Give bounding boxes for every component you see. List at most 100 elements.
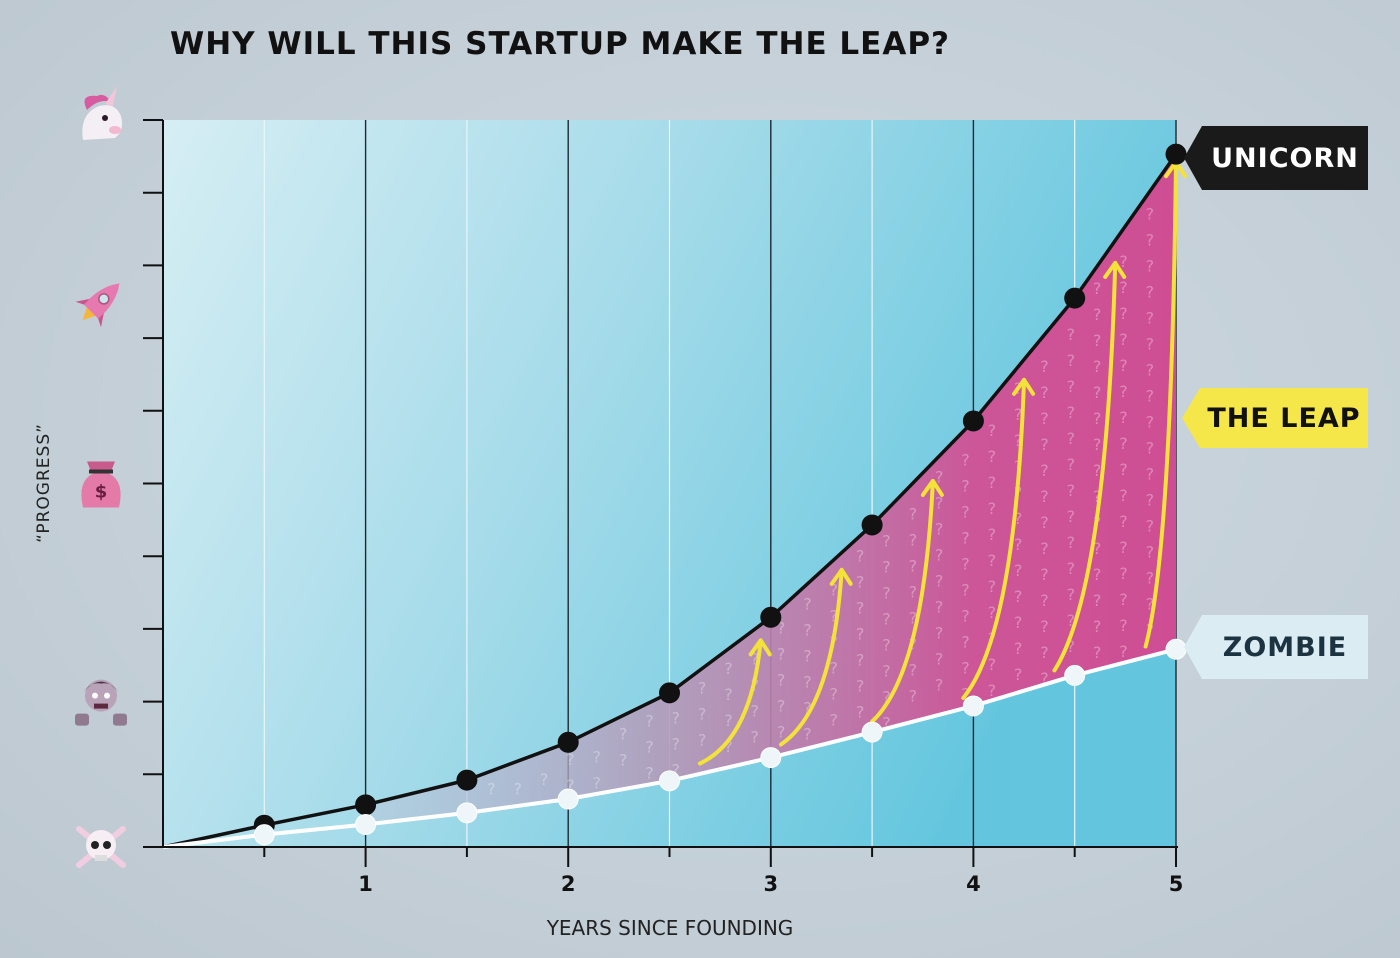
question-mark: ? bbox=[1119, 408, 1128, 427]
question-mark: ? bbox=[856, 599, 865, 618]
question-mark: ? bbox=[988, 447, 997, 466]
question-mark: ? bbox=[909, 687, 918, 706]
question-mark: ? bbox=[566, 750, 575, 769]
the-leap-label: THE LEAP bbox=[1182, 388, 1368, 448]
zombie-icon bbox=[75, 679, 127, 726]
question-mark: ? bbox=[777, 671, 786, 690]
question-mark: ? bbox=[909, 531, 918, 550]
question-mark: ? bbox=[1119, 538, 1128, 557]
question-mark: ? bbox=[909, 661, 918, 680]
question-mark: ? bbox=[1146, 360, 1155, 379]
data-point-unicorn bbox=[962, 410, 984, 432]
question-mark: ? bbox=[1119, 460, 1128, 479]
skull-teeth bbox=[95, 855, 107, 861]
zombie-hair bbox=[84, 681, 118, 692]
zombie-hand bbox=[113, 713, 127, 726]
x-axis-label: YEARS SINCE FOUNDING bbox=[546, 916, 794, 940]
question-mark: ? bbox=[1040, 539, 1049, 558]
question-mark: ? bbox=[777, 697, 786, 716]
question-mark: ? bbox=[882, 558, 891, 577]
question-mark: ? bbox=[1067, 403, 1076, 422]
leap-arrow bbox=[961, 377, 1027, 700]
question-mark: ? bbox=[1093, 565, 1102, 584]
question-mark: ? bbox=[803, 621, 812, 640]
question-mark: ? bbox=[1014, 587, 1023, 606]
question-mark: ? bbox=[724, 659, 733, 678]
question-mark: ? bbox=[830, 581, 839, 600]
question-mark: ? bbox=[961, 606, 970, 625]
question-mark: ? bbox=[566, 776, 575, 795]
question-mark: ? bbox=[1067, 351, 1076, 370]
question-mark: ? bbox=[1014, 561, 1023, 580]
data-point-unicorn bbox=[355, 794, 377, 816]
data-point-zombie bbox=[962, 695, 984, 717]
unicorn-head bbox=[82, 105, 123, 140]
chart-title: WHY WILL THIS STARTUP MAKE THE LEAP? bbox=[170, 26, 951, 62]
question-mark: ? bbox=[1119, 434, 1128, 453]
question-mark: ? bbox=[1040, 565, 1049, 584]
question-mark: ? bbox=[1093, 461, 1102, 480]
question-mark: ? bbox=[1067, 455, 1076, 474]
question-mark: ? bbox=[909, 505, 918, 524]
money-bag-body bbox=[81, 473, 121, 508]
question-mark: ? bbox=[1040, 513, 1049, 532]
question-mark: ? bbox=[1067, 585, 1076, 604]
question-mark: ? bbox=[961, 632, 970, 651]
question-mark: ? bbox=[961, 580, 970, 599]
question-mark: ? bbox=[803, 699, 812, 718]
question-mark: ? bbox=[856, 625, 865, 644]
skull-eye bbox=[91, 841, 99, 849]
leap-arrow-head bbox=[920, 478, 944, 497]
question-mark: ? bbox=[1040, 591, 1049, 610]
money-bag-icon: $ bbox=[81, 461, 121, 508]
leap-arrow bbox=[1052, 260, 1118, 673]
question-mark: ? bbox=[856, 651, 865, 670]
skull-icon bbox=[76, 826, 126, 868]
question-mark: ? bbox=[1040, 409, 1049, 428]
money-bag-tie bbox=[89, 469, 113, 474]
question-mark: ? bbox=[961, 554, 970, 573]
question-mark: ? bbox=[882, 584, 891, 603]
question-mark: ? bbox=[856, 547, 865, 566]
question-mark: ? bbox=[988, 551, 997, 570]
question-mark: ? bbox=[1146, 282, 1155, 301]
question-mark: ? bbox=[1040, 643, 1049, 662]
zombie-hand bbox=[75, 713, 89, 726]
question-mark: ? bbox=[988, 681, 997, 700]
question-mark: ? bbox=[672, 734, 681, 753]
question-mark: ? bbox=[935, 623, 944, 642]
question-mark: ? bbox=[988, 655, 997, 674]
question-mark: ? bbox=[724, 737, 733, 756]
question-mark: ? bbox=[935, 467, 944, 486]
unicorn-nose bbox=[109, 126, 121, 134]
question-mark: ? bbox=[882, 636, 891, 655]
leap-arrow bbox=[870, 478, 935, 724]
question-mark: ? bbox=[1093, 357, 1102, 376]
leap-arrow-head bbox=[748, 638, 772, 657]
question-mark: ? bbox=[672, 760, 681, 779]
money-bag-neck bbox=[87, 461, 115, 472]
question-mark: ? bbox=[935, 649, 944, 668]
unicorn-horn bbox=[105, 86, 117, 106]
question-mark: ? bbox=[1119, 564, 1128, 583]
data-point-unicorn bbox=[557, 731, 579, 753]
question-mark: ? bbox=[593, 747, 602, 766]
rocket-icon bbox=[75, 283, 120, 328]
zombie-head bbox=[85, 679, 117, 712]
question-mark: ? bbox=[593, 773, 602, 792]
zombie-label: ZOMBIE bbox=[1184, 615, 1368, 679]
question-mark-texture: ????????????????????????????????????????… bbox=[487, 204, 1154, 798]
question-mark: ? bbox=[1119, 330, 1128, 349]
question-mark: ? bbox=[882, 662, 891, 681]
question-mark: ? bbox=[1093, 383, 1102, 402]
leap-arrow bbox=[1143, 160, 1178, 649]
question-mark: ? bbox=[645, 738, 654, 757]
question-mark: ? bbox=[1146, 438, 1155, 457]
question-mark: ? bbox=[1146, 464, 1155, 483]
question-mark: ? bbox=[1067, 429, 1076, 448]
question-mark: ? bbox=[988, 499, 997, 518]
data-point-unicorn bbox=[456, 769, 478, 791]
question-mark: ? bbox=[882, 532, 891, 551]
question-mark: ? bbox=[803, 673, 812, 692]
question-mark: ? bbox=[1146, 412, 1155, 431]
